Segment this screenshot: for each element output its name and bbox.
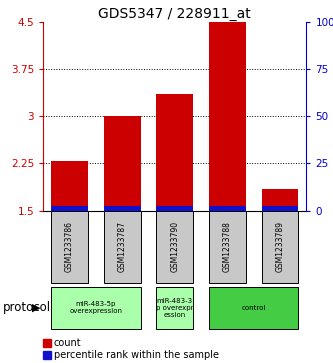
Title: GDS5347 / 228911_at: GDS5347 / 228911_at [99,7,251,21]
Text: protocol: protocol [3,301,52,314]
Text: percentile rank within the sample: percentile rank within the sample [54,350,219,360]
Bar [104,205,141,211]
Bar [51,205,88,211]
Text: GSM1233788: GSM1233788 [223,221,232,272]
Bar [262,205,298,211]
Text: GSM1233789: GSM1233789 [275,221,285,272]
Bar [262,188,298,211]
Text: GSM1233786: GSM1233786 [65,221,74,272]
Text: GSM1233790: GSM1233790 [170,221,179,272]
Bar [209,22,246,211]
Text: control: control [241,305,266,311]
Bar [104,116,141,211]
Bar [51,162,88,211]
Text: ▶: ▶ [32,303,40,313]
Bar [157,205,193,211]
Text: count: count [54,338,82,348]
Bar [157,94,193,211]
Text: miR-483-3
p overexpr
ession: miR-483-3 p overexpr ession [156,298,193,318]
Text: miR-483-5p
overexpression: miR-483-5p overexpression [69,301,123,314]
Text: GSM1233787: GSM1233787 [118,221,127,272]
Bar [209,205,246,211]
